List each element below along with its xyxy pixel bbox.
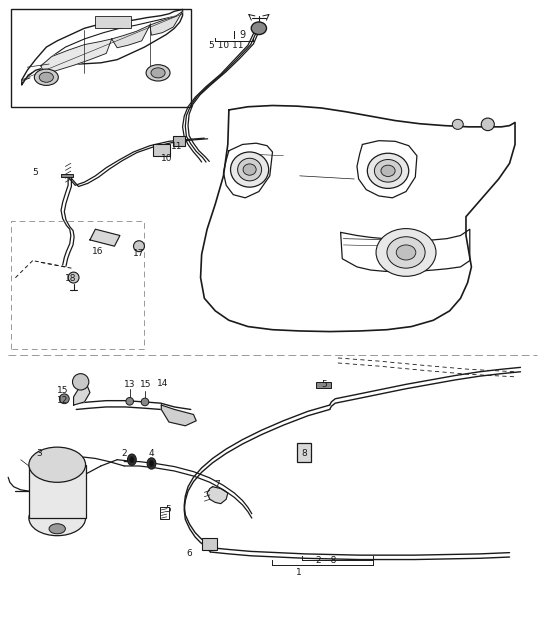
Ellipse shape: [29, 501, 86, 536]
Text: 17: 17: [133, 249, 145, 258]
Text: 6: 6: [187, 550, 192, 558]
Text: 14: 14: [157, 379, 168, 387]
Bar: [297, 443, 311, 462]
Text: 3: 3: [37, 449, 42, 458]
Ellipse shape: [376, 229, 436, 276]
Bar: [11, 9, 191, 107]
Polygon shape: [161, 405, 196, 426]
Bar: [61, 174, 73, 177]
Text: 2: 2: [122, 449, 127, 458]
Ellipse shape: [151, 68, 165, 78]
Text: 16: 16: [92, 247, 104, 256]
Circle shape: [72, 374, 89, 390]
Ellipse shape: [396, 245, 416, 260]
Text: 18: 18: [65, 274, 77, 283]
Polygon shape: [74, 383, 90, 405]
Ellipse shape: [243, 164, 256, 175]
Text: 15: 15: [57, 386, 69, 395]
Bar: [160, 507, 169, 519]
Bar: [95, 16, 131, 28]
Ellipse shape: [381, 165, 395, 176]
Bar: [202, 538, 217, 550]
Text: 1: 1: [296, 568, 301, 577]
Text: 13: 13: [124, 380, 136, 389]
Circle shape: [141, 398, 149, 406]
Text: 5 10 11: 5 10 11: [209, 41, 244, 50]
Ellipse shape: [238, 158, 262, 181]
Ellipse shape: [29, 447, 86, 482]
Text: 10: 10: [160, 154, 172, 163]
Text: 9: 9: [239, 30, 246, 40]
Text: 5: 5: [165, 506, 171, 514]
Ellipse shape: [231, 152, 269, 187]
Text: 8: 8: [301, 449, 307, 458]
Polygon shape: [90, 229, 120, 246]
Ellipse shape: [34, 69, 58, 85]
Bar: [153, 144, 170, 156]
Ellipse shape: [49, 524, 65, 534]
Bar: [29, 465, 86, 518]
Ellipse shape: [146, 65, 170, 81]
Polygon shape: [41, 39, 112, 74]
Circle shape: [68, 272, 79, 283]
Ellipse shape: [387, 237, 425, 268]
Text: 12: 12: [57, 396, 68, 405]
Circle shape: [134, 241, 144, 252]
Ellipse shape: [149, 460, 154, 467]
Ellipse shape: [130, 457, 134, 463]
Ellipse shape: [374, 160, 402, 182]
Ellipse shape: [367, 153, 409, 188]
Text: 4: 4: [149, 449, 154, 458]
Text: 2 - 8: 2 - 8: [316, 556, 336, 565]
Text: 5: 5: [322, 381, 327, 389]
Ellipse shape: [452, 119, 463, 129]
Polygon shape: [207, 487, 228, 504]
Ellipse shape: [39, 72, 53, 82]
Ellipse shape: [147, 458, 156, 469]
Text: 7: 7: [214, 480, 220, 489]
Polygon shape: [112, 25, 150, 48]
Text: 5: 5: [33, 168, 38, 177]
Ellipse shape: [128, 454, 136, 465]
Circle shape: [59, 394, 69, 404]
Bar: [316, 382, 331, 388]
Ellipse shape: [481, 118, 494, 131]
Ellipse shape: [251, 22, 267, 35]
Text: 15: 15: [140, 380, 152, 389]
Circle shape: [126, 398, 134, 405]
Text: 11: 11: [171, 143, 183, 151]
Polygon shape: [150, 11, 183, 35]
Bar: [173, 136, 185, 146]
